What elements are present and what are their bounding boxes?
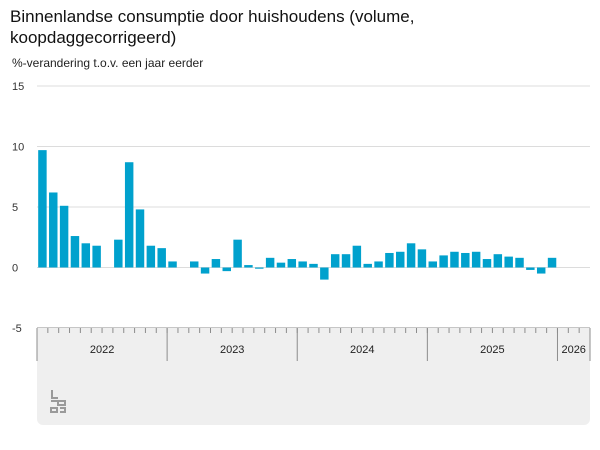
bar-2025-04[interactable] [461, 252, 470, 268]
bar-2025-05[interactable] [471, 251, 481, 268]
gridlines [37, 85, 590, 329]
bar-2022-06[interactable] [92, 245, 101, 268]
bar-2023-09[interactable] [255, 267, 264, 269]
y-tick-label: 5 [12, 202, 18, 214]
bar-2024-01[interactable] [298, 261, 307, 268]
bar-2024-09[interactable] [385, 252, 394, 268]
y-axis-label: %-verandering t.o.v. een jaar eerder [12, 56, 204, 70]
bar-2023-04[interactable] [200, 267, 210, 274]
y-tick-label: 15 [12, 81, 24, 93]
bar-2022-05[interactable] [81, 243, 91, 268]
bar-2024-03[interactable] [320, 267, 329, 280]
bars [38, 150, 557, 280]
cbs-logo [48, 387, 68, 420]
bar-2022-12[interactable] [157, 248, 166, 268]
bar-2024-10[interactable] [396, 251, 405, 268]
x-axis-band [37, 328, 590, 361]
chart-title: Binnenlandse consumptie door huishoudens… [10, 7, 415, 47]
bar-2024-05[interactable] [341, 254, 351, 268]
bar-2023-06[interactable] [222, 267, 231, 272]
bar-2022-03[interactable] [59, 205, 69, 268]
bar-2025-01[interactable] [428, 261, 438, 268]
y-tick-label: 0 [12, 263, 18, 275]
y-tick-label: -5 [12, 323, 22, 335]
bar-2022-02[interactable] [49, 192, 58, 268]
bar-2024-06[interactable] [352, 245, 362, 268]
bar-2022-08[interactable] [114, 239, 123, 268]
y-tick-label: 10 [12, 142, 24, 154]
bar-2024-12[interactable] [417, 249, 427, 268]
bar-2023-03[interactable] [190, 261, 199, 268]
bar-2023-08[interactable] [244, 265, 253, 268]
x-year-label: 2026 [561, 344, 585, 356]
bar-2023-11[interactable] [276, 262, 286, 268]
x-year-label: 2024 [350, 344, 374, 356]
bar-2025-08[interactable] [504, 256, 513, 268]
x-year-label: 2022 [90, 344, 114, 356]
bar-2024-11[interactable] [406, 243, 416, 268]
bar-2025-07[interactable] [493, 254, 503, 268]
bar-2025-12[interactable] [547, 257, 557, 268]
bar-2024-04[interactable] [330, 254, 340, 268]
bar-2023-01[interactable] [168, 261, 177, 268]
x-year-label: 2025 [480, 344, 504, 356]
bar-2023-10[interactable] [265, 257, 275, 268]
bar-2023-05[interactable] [211, 259, 221, 268]
bar-2022-09[interactable] [124, 162, 134, 268]
bar-2024-07[interactable] [363, 263, 372, 268]
x-year-label: 2023 [220, 344, 244, 356]
bar-2022-10[interactable] [135, 209, 145, 268]
bar-2022-01[interactable] [38, 150, 47, 268]
bar-2025-06[interactable] [482, 259, 492, 268]
bar-2022-11[interactable] [146, 245, 156, 268]
bar-2025-09[interactable] [515, 257, 524, 268]
bar-2024-08[interactable] [374, 261, 383, 268]
bar-2024-02[interactable] [309, 263, 318, 268]
bar-2023-12[interactable] [287, 259, 297, 268]
bar-2025-10[interactable] [526, 267, 535, 270]
bar-2025-03[interactable] [450, 251, 459, 268]
bar-2022-04[interactable] [70, 236, 80, 268]
x-axis: 2022 2023 2024 2025 2026 [36, 328, 591, 361]
bar-2025-11[interactable] [536, 267, 546, 274]
bar-2023-07[interactable] [233, 239, 242, 268]
footer-panel [37, 361, 590, 425]
y-tick-labels: 15 10 5 0 -5 [12, 81, 24, 335]
bar-2025-02[interactable] [439, 255, 448, 268]
